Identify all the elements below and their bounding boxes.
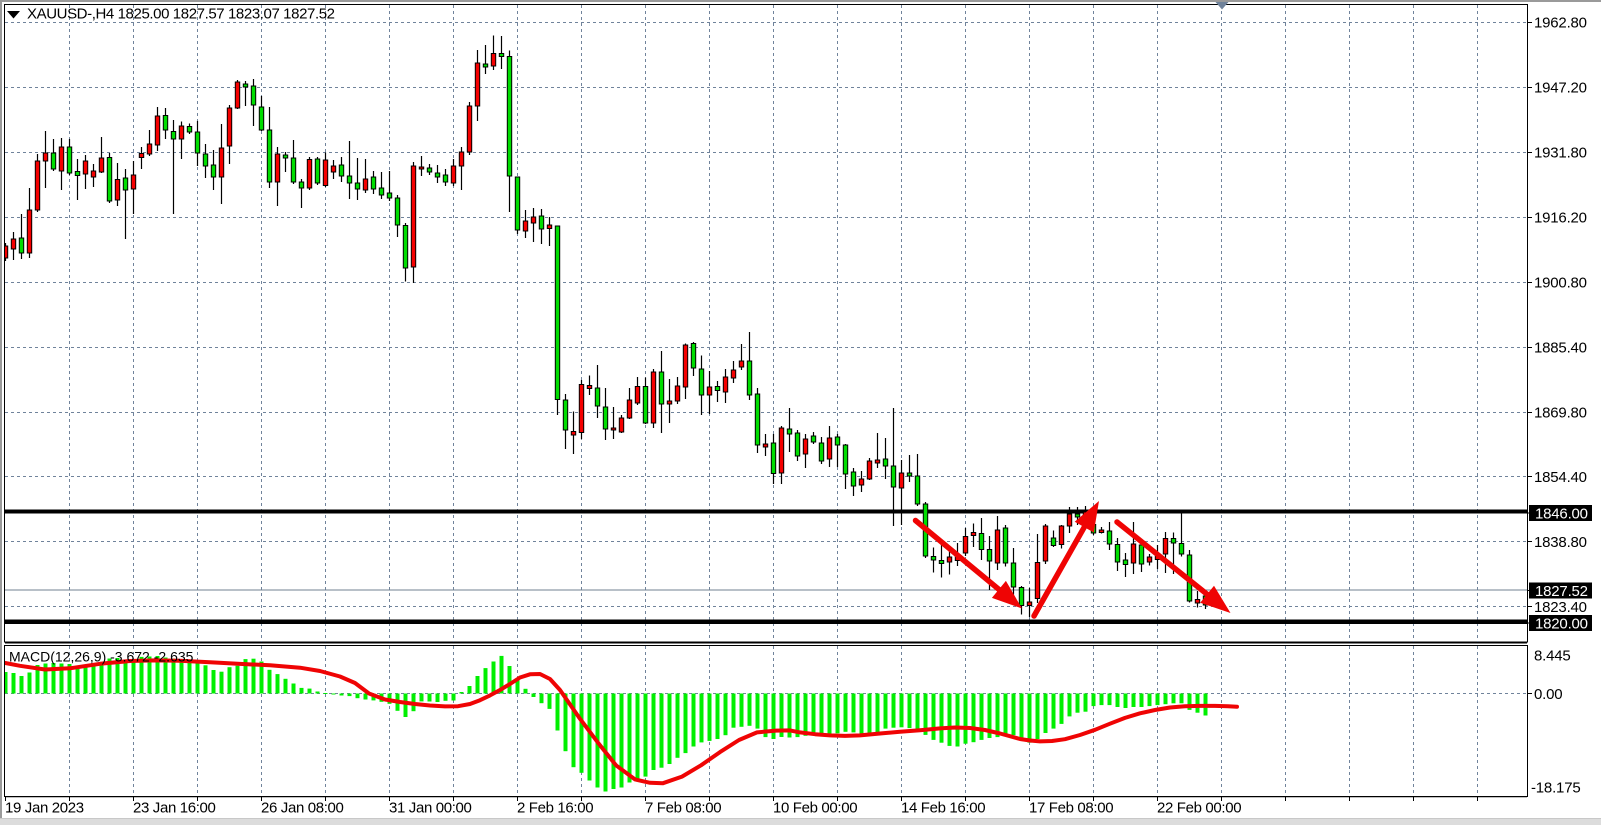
svg-text:1962.80: 1962.80	[1534, 15, 1587, 32]
svg-text:1846.00: 1846.00	[1535, 506, 1588, 523]
svg-text:22 Feb 00:00: 22 Feb 00:00	[1157, 800, 1241, 817]
svg-text:1869.80: 1869.80	[1534, 405, 1587, 422]
svg-text:-18.175: -18.175	[1531, 780, 1580, 797]
svg-text:1854.40: 1854.40	[1534, 469, 1587, 486]
svg-text:XAUUSD-,H4 1825.00 1827.57 18: XAUUSD-,H4 1825.00 1827.57 1823.07 1827.…	[27, 6, 335, 23]
svg-text:31 Jan 00:00: 31 Jan 00:00	[389, 800, 472, 817]
svg-text:23 Jan 16:00: 23 Jan 16:00	[133, 800, 216, 817]
svg-text:1947.20: 1947.20	[1534, 80, 1587, 97]
svg-text:1820.00: 1820.00	[1535, 616, 1588, 633]
svg-text:MACD(12,26,9) -3.672 -2.635: MACD(12,26,9) -3.672 -2.635	[9, 649, 194, 665]
svg-text:1827.52: 1827.52	[1535, 583, 1588, 600]
svg-text:10 Feb 00:00: 10 Feb 00:00	[773, 800, 857, 817]
svg-text:26 Jan 08:00: 26 Jan 08:00	[261, 800, 344, 817]
svg-text:1885.40: 1885.40	[1534, 340, 1587, 357]
svg-text:17 Feb 08:00: 17 Feb 08:00	[1029, 800, 1113, 817]
svg-text:8.445: 8.445	[1534, 648, 1571, 665]
svg-text:1900.80: 1900.80	[1534, 275, 1587, 292]
svg-text:19 Jan 2023: 19 Jan 2023	[5, 800, 84, 817]
svg-text:1916.20: 1916.20	[1534, 210, 1587, 227]
svg-text:0.00: 0.00	[1534, 686, 1562, 703]
svg-text:14 Feb 16:00: 14 Feb 16:00	[901, 800, 985, 817]
svg-text:1931.80: 1931.80	[1534, 145, 1587, 162]
svg-text:1838.80: 1838.80	[1534, 534, 1587, 551]
svg-text:2 Feb 16:00: 2 Feb 16:00	[517, 800, 593, 817]
svg-text:1823.40: 1823.40	[1534, 599, 1587, 616]
svg-text:7 Feb 08:00: 7 Feb 08:00	[645, 800, 721, 817]
